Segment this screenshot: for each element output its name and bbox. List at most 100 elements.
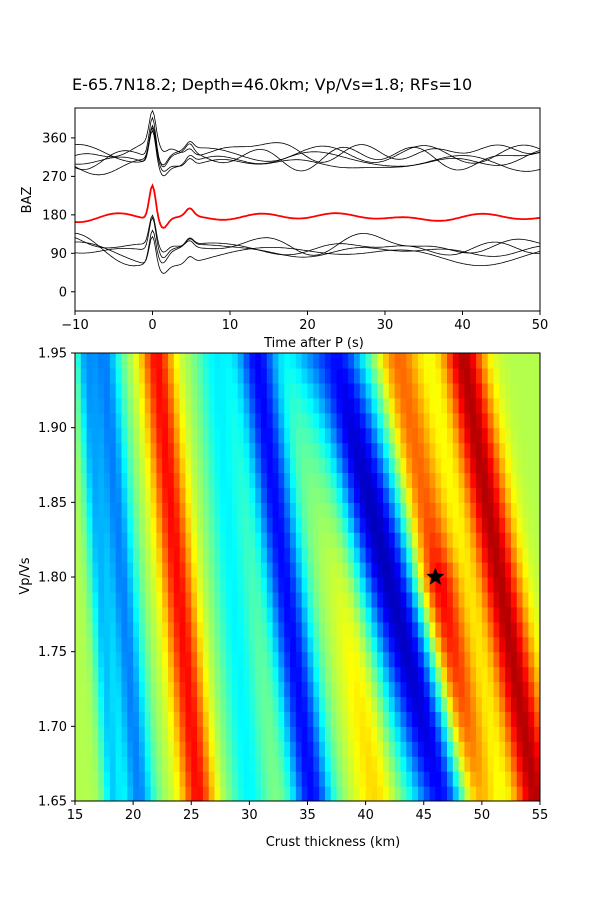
heatmap-cell [371, 741, 378, 757]
heatmap-cell [510, 502, 518, 518]
heatmap-cell [249, 412, 256, 429]
heatmap-cell [127, 756, 134, 772]
heatmap-cell [208, 367, 216, 384]
heatmap-cell [324, 711, 332, 727]
heatmap-cell [435, 562, 442, 578]
heatmap-cell [255, 606, 262, 623]
heatmap-cell [75, 412, 82, 429]
heatmap-cell [249, 606, 256, 623]
heatmap-cell [261, 696, 268, 712]
heatmap-cell [191, 457, 198, 474]
heatmap-cell [383, 681, 390, 698]
heatmap-cell [226, 517, 233, 533]
heatmap-cell [522, 472, 529, 488]
heatmap-cell [423, 472, 431, 488]
heatmap-cell [313, 726, 320, 742]
heatmap-cell [150, 412, 157, 429]
heatmap-cell [162, 517, 169, 533]
heatmap-cell [272, 382, 280, 399]
heatmap-cell [150, 397, 157, 414]
heatmap-cell [447, 606, 454, 623]
heatmap-cell [133, 651, 140, 668]
heatmap-cell [191, 487, 198, 503]
heatmap-cell [435, 487, 442, 503]
heatmap-cell [249, 651, 256, 668]
heatmap-cell [406, 726, 413, 742]
heatmap-cell [458, 427, 466, 444]
heatmap-cell [168, 547, 175, 563]
heatmap-cell [179, 472, 187, 488]
heatmap-cell [510, 442, 518, 459]
heatmap-cell [429, 681, 436, 698]
heatmap-cell [359, 606, 367, 623]
heatmap-cell [261, 517, 268, 533]
heatmap-cell [144, 636, 152, 653]
rf-y-tick-label: 270 [42, 170, 67, 185]
heatmap-cell [261, 487, 268, 503]
heatmap-cell [109, 353, 117, 369]
heatmap-cell [481, 741, 489, 757]
heatmap-cell [284, 397, 291, 414]
heatmap-cell [104, 367, 111, 384]
heatmap-cell [348, 591, 355, 608]
heatmap-cell [417, 696, 425, 712]
heatmap-cell [202, 502, 210, 518]
heatmap-cell [342, 666, 349, 683]
heatmap-cell [464, 472, 471, 488]
heatmap-cell [179, 562, 187, 578]
heatmap-cell [377, 547, 384, 563]
heatmap-cell [528, 606, 535, 623]
heatmap-cell [284, 532, 291, 548]
heatmap-cell [336, 636, 343, 653]
heatmap-cell [441, 487, 448, 503]
heatmap-cell [505, 353, 512, 369]
heatmap-cell [278, 427, 285, 444]
heatmap-cell [173, 591, 181, 608]
heatmap-cell [423, 786, 431, 801]
heatmap-cell [237, 741, 245, 757]
heatmap-cell [452, 547, 460, 563]
heatmap-cell [330, 547, 338, 563]
heatmap-cell [464, 382, 471, 399]
heatmap-cell [441, 636, 448, 653]
heatmap-cell [185, 786, 192, 801]
heatmap-cell [197, 532, 204, 548]
heatmap-cell [86, 577, 94, 593]
heatmap-cell [133, 412, 140, 429]
heatmap-cell [202, 591, 210, 608]
rf-y-tick-label: 90 [50, 247, 67, 262]
heatmap-cell [417, 562, 425, 578]
heatmap-cell [458, 517, 466, 533]
heatmap-cell [516, 412, 524, 429]
heatmap-cell [383, 532, 390, 548]
rf-trace [75, 129, 540, 177]
heatmap-cell [417, 412, 425, 429]
heatmap-cell [505, 547, 512, 563]
heatmap-cell [429, 621, 436, 638]
heatmap-cell [336, 786, 343, 801]
heatmap-cell [162, 726, 169, 742]
heatmap-cell [86, 756, 94, 772]
heatmap-cell [220, 353, 227, 369]
heatmap-cell [295, 532, 303, 548]
heatmap-cell [92, 696, 99, 712]
heatmap-cell [406, 696, 413, 712]
heatmap-cell [330, 636, 338, 653]
heatmap-cell [476, 621, 483, 638]
heatmap-cell [173, 666, 181, 683]
heatmap-cell [394, 651, 402, 668]
heatmap-cell [278, 577, 285, 593]
heatmap-cell [86, 472, 94, 488]
heatmap-cell [365, 741, 373, 757]
heatmap-cell [295, 741, 303, 757]
heatmap-cell [266, 786, 274, 801]
heatmap-cell [435, 696, 442, 712]
heatmap-cell [452, 726, 460, 742]
heatmap-cell [481, 756, 489, 772]
heatmap-cell [487, 457, 495, 474]
heatmap-cell [179, 367, 187, 384]
heatmap-cell [272, 741, 280, 757]
heatmap-cell [354, 621, 361, 638]
heatmap-cell [516, 786, 524, 801]
heatmap-cell [121, 636, 128, 653]
